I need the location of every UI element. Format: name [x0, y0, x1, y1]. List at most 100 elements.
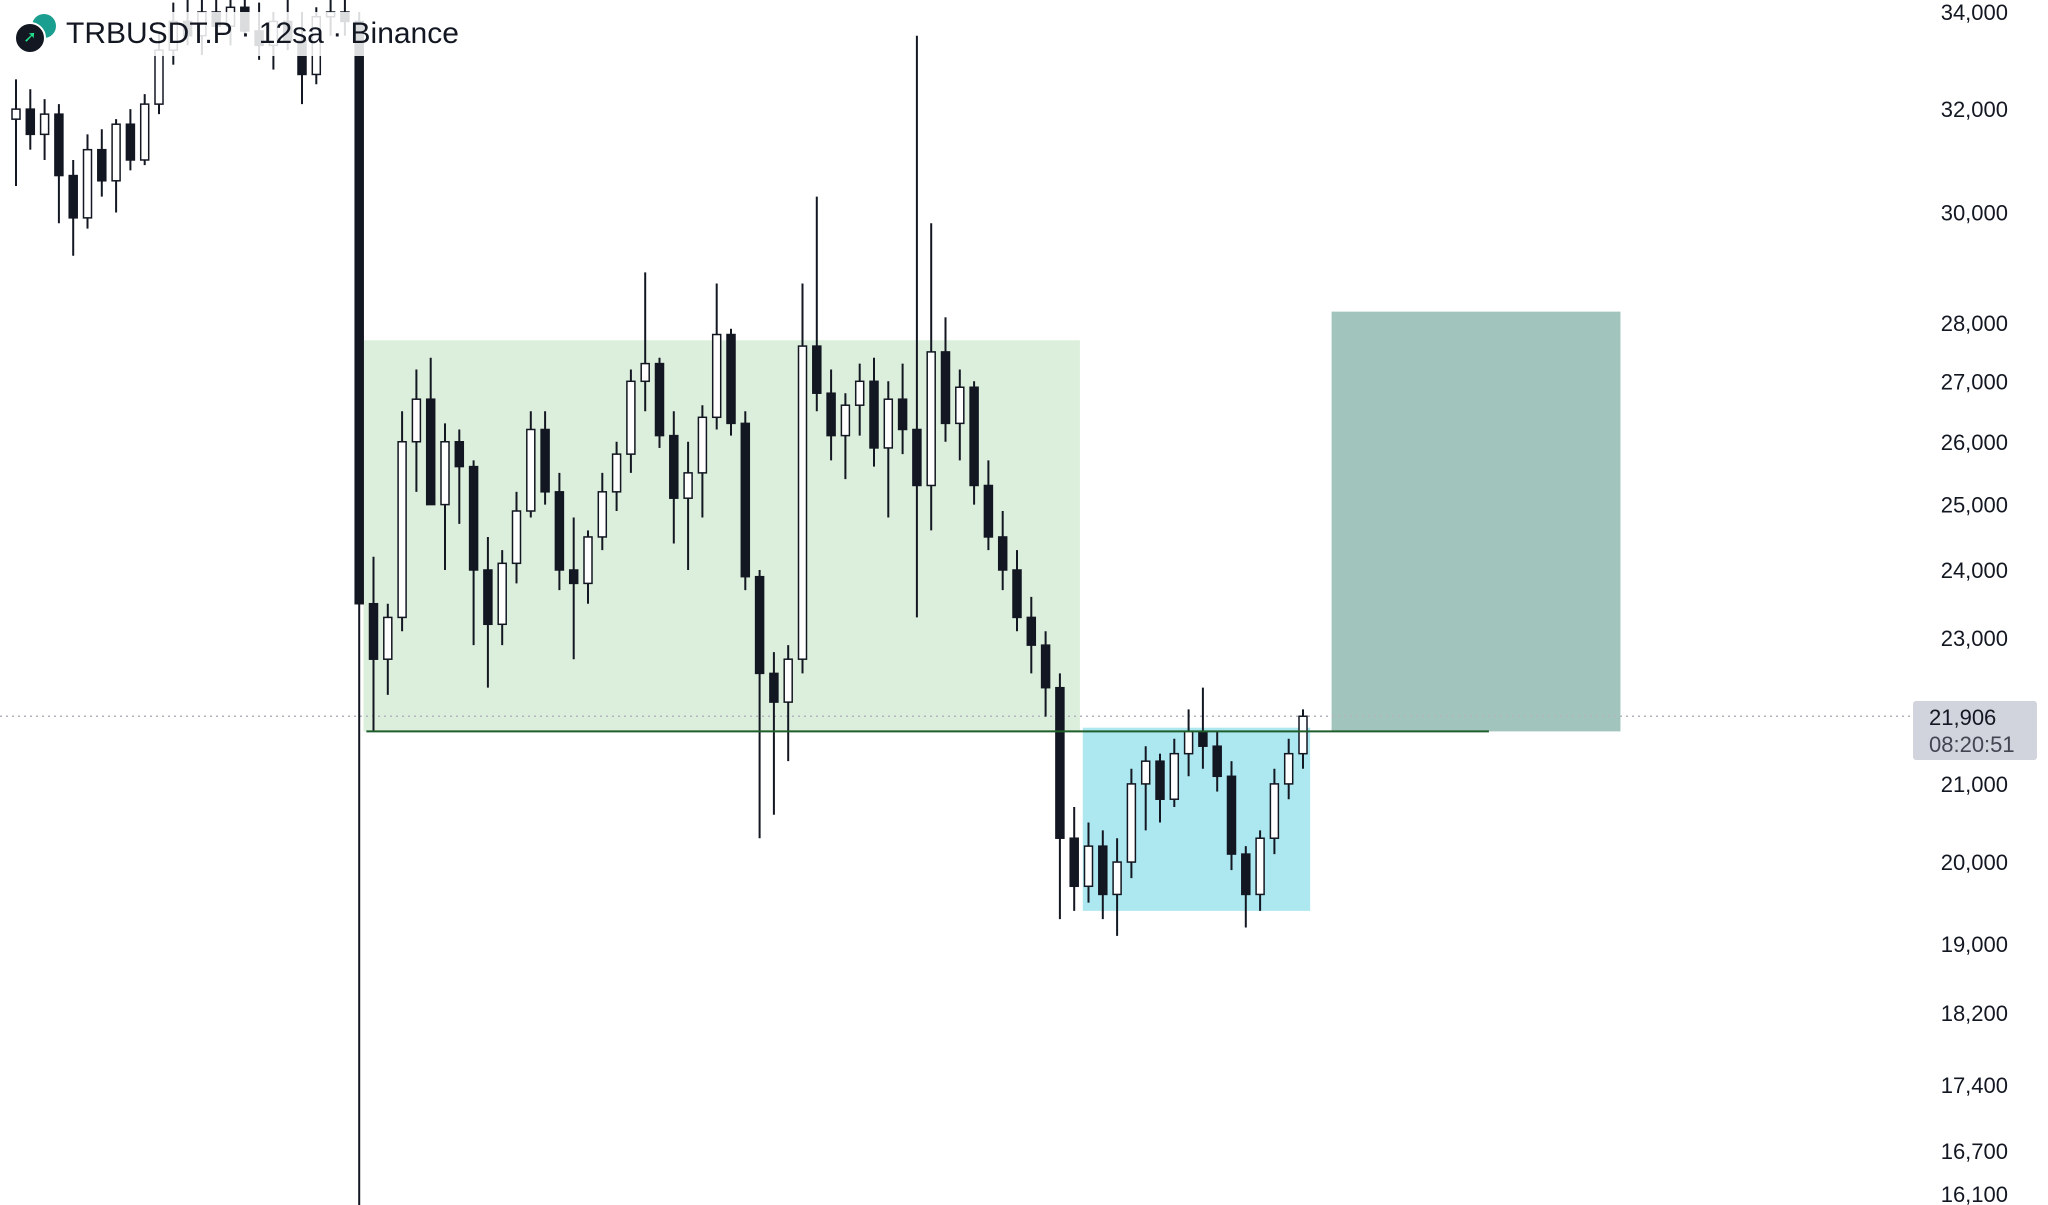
- candle: [926, 223, 936, 531]
- candle-body: [82, 148, 93, 219]
- candle-body: [583, 536, 593, 585]
- candle: [955, 369, 965, 461]
- y-tick-label: 25,000: [1941, 493, 2008, 518]
- candle: [368, 556, 379, 732]
- candle: [883, 381, 894, 518]
- candle-body: [1055, 686, 1065, 839]
- candle-body: [955, 386, 965, 425]
- y-tick-label: 19,000: [1941, 932, 2008, 957]
- candle-body: [1169, 752, 1180, 800]
- candle: [354, 12, 364, 1205]
- candle-body: [154, 49, 164, 105]
- candle-body: [797, 345, 808, 660]
- candle: [1083, 822, 1094, 903]
- candle: [669, 411, 679, 544]
- candle: [683, 441, 693, 570]
- candle: [611, 441, 622, 512]
- candle: [468, 460, 479, 646]
- candle-body: [383, 616, 393, 660]
- candle: [940, 317, 951, 442]
- candle-body: [540, 428, 550, 493]
- candle-body: [711, 333, 722, 419]
- candle-body: [54, 113, 64, 177]
- candle: [1069, 806, 1079, 911]
- y-tick-label: 27,000: [1941, 369, 2008, 394]
- candle: [1055, 673, 1065, 920]
- candle: [626, 369, 636, 473]
- candle-body: [883, 398, 894, 449]
- candle-body: [597, 491, 608, 538]
- candle-body: [511, 510, 522, 565]
- candle-body: [497, 562, 507, 626]
- candle-body: [568, 569, 579, 585]
- candle: [82, 134, 93, 229]
- candle-body: [468, 465, 479, 571]
- symbol-legend[interactable]: ➚ TRBUSDT.P · 12sa · Binance: [14, 12, 465, 56]
- candle: [397, 411, 407, 632]
- candle: [1269, 768, 1280, 855]
- candle-body: [1226, 775, 1237, 855]
- candle: [769, 652, 779, 815]
- candle-body: [1140, 760, 1151, 785]
- candle-body: [854, 380, 865, 406]
- candle: [1112, 838, 1122, 936]
- candle-body: [1012, 569, 1022, 619]
- candle: [711, 283, 722, 430]
- candle-body: [1212, 745, 1222, 778]
- candle: [812, 196, 822, 412]
- candle: [983, 460, 994, 551]
- candle: [740, 411, 751, 591]
- candle-body: [1126, 783, 1137, 863]
- candle: [854, 363, 865, 436]
- candle-body: [68, 174, 78, 219]
- candle-body: [554, 491, 565, 571]
- y-tick-label: 34,000: [1941, 0, 2008, 25]
- candle-body: [1241, 853, 1251, 896]
- candle: [869, 357, 879, 467]
- candle-body: [983, 484, 994, 538]
- y-tick-label: 18,200: [1941, 1001, 2008, 1026]
- candle-body: [125, 123, 136, 161]
- y-tick-label: 16,100: [1941, 1182, 2008, 1205]
- candle-body: [1283, 752, 1294, 785]
- zones-layer: [363, 311, 1621, 911]
- candle-body: [997, 536, 1008, 571]
- candle-body: [440, 441, 450, 506]
- candle: [411, 369, 422, 492]
- candle-body: [526, 428, 536, 512]
- symbol-logo-icon: ➚: [14, 14, 56, 54]
- candle-body: [683, 472, 693, 499]
- candle-body: [25, 108, 36, 136]
- candle: [68, 159, 78, 256]
- candle: [640, 272, 650, 412]
- candle-body: [39, 113, 50, 136]
- candle: [54, 104, 64, 224]
- candle-body: [826, 392, 836, 437]
- candle: [1026, 596, 1037, 674]
- candle: [1298, 709, 1308, 769]
- candle: [1040, 631, 1051, 717]
- y-tick-label: 26,000: [1941, 430, 2008, 455]
- candle: [754, 569, 765, 839]
- candle: [1140, 746, 1151, 831]
- candle: [554, 472, 565, 591]
- y-tick-label: 17,400: [1941, 1073, 2008, 1098]
- candle: [440, 423, 450, 570]
- candle: [783, 645, 793, 762]
- candle: [1098, 830, 1108, 920]
- candle-body: [626, 380, 636, 455]
- candle: [383, 603, 393, 695]
- price-axis[interactable]: 34,000 32,000 30,000 28,000 27,000 26,000 25,0…: [1880, 0, 2048, 1205]
- candle: [997, 511, 1008, 591]
- candle-body: [1183, 730, 1194, 755]
- candle: [39, 99, 50, 160]
- target-range-zone[interactable]: [1331, 311, 1621, 732]
- current-price-label: 21,906 08:20:51: [1913, 701, 2037, 760]
- candle: [540, 411, 550, 505]
- candle-body: [740, 422, 751, 578]
- candle-body: [425, 398, 436, 506]
- candle-body: [354, 20, 364, 605]
- candle: [826, 369, 836, 461]
- candle-body: [869, 380, 879, 449]
